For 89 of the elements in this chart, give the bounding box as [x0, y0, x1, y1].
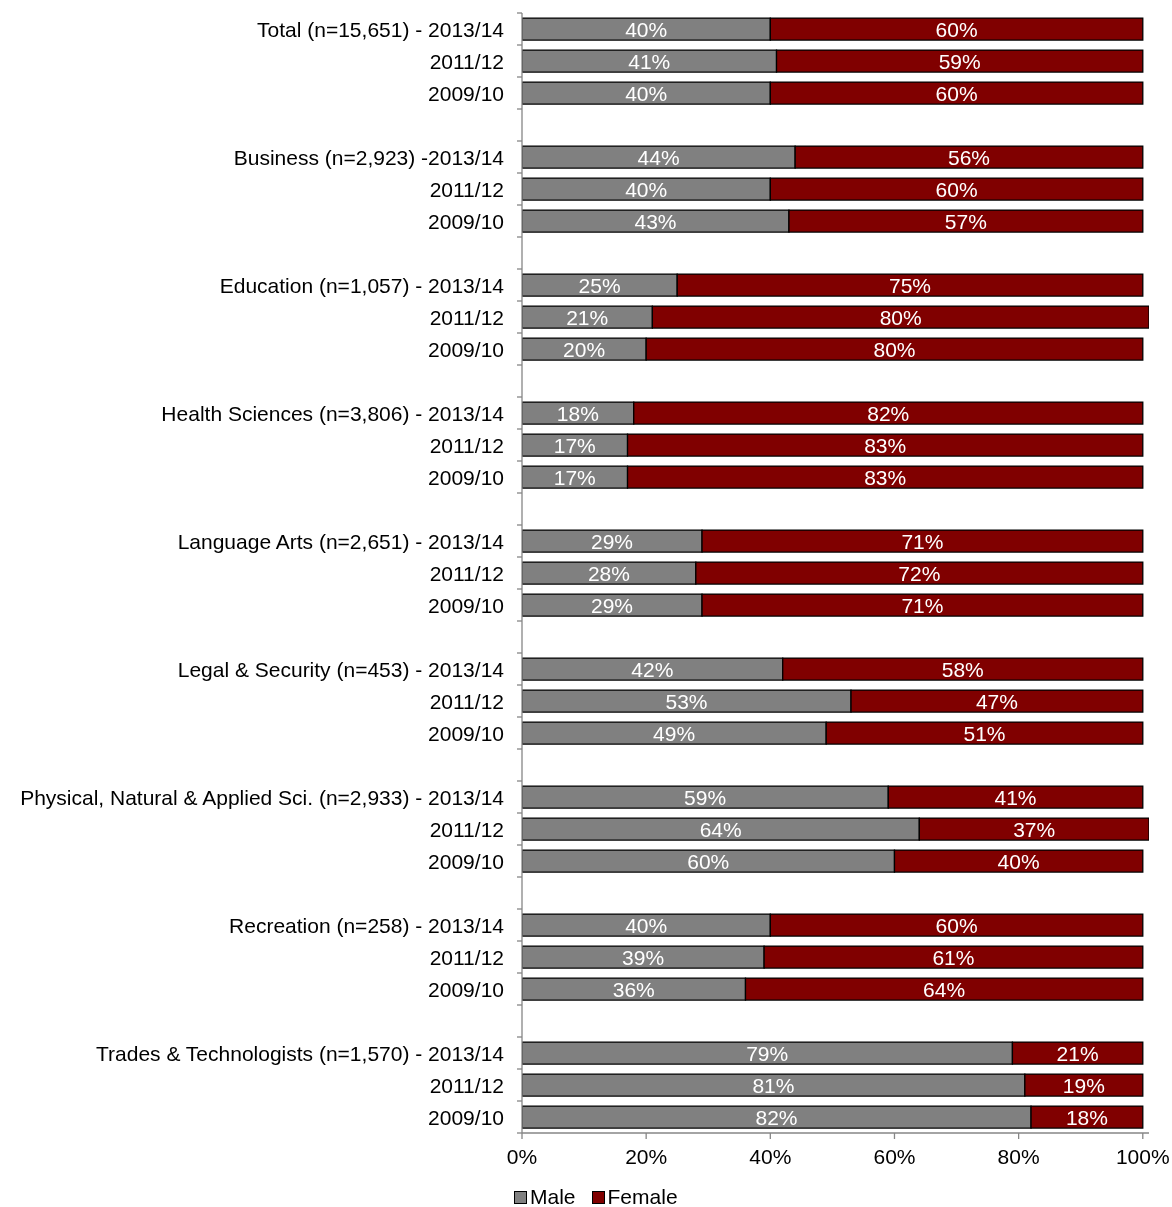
data-label: 20% [563, 337, 606, 361]
x-tick-label: 0% [506, 1144, 538, 1168]
y-tick-label: 2011/12 [429, 689, 504, 713]
data-label: 60% [935, 17, 978, 41]
y-tick-label: 2009/10 [428, 1105, 504, 1129]
x-tick-label: 40% [749, 1144, 792, 1168]
data-label: 47% [975, 689, 1018, 713]
data-label: 60% [935, 81, 978, 105]
y-tick-label: Health Sciences (n=3,806) - 2013/14 [161, 401, 505, 425]
data-label: 44% [637, 145, 680, 169]
legend-label: Female [607, 1185, 678, 1207]
data-label: 81% [752, 1073, 795, 1097]
data-label: 36% [612, 977, 655, 1001]
data-label: 75% [888, 273, 932, 297]
x-tick-label: 80% [997, 1144, 1040, 1168]
y-tick-label: 2009/10 [428, 849, 504, 873]
data-label: 57% [944, 209, 987, 233]
data-label: 79% [746, 1041, 789, 1065]
y-tick-label: Physical, Natural & Applied Sci. (n=2,933) - 2013/14 [20, 785, 505, 809]
y-tick-label: Language Arts (n=2,651) - 2013/14 [177, 529, 505, 553]
y-tick-label: 2011/12 [429, 817, 504, 841]
y-tick-label: 2009/10 [428, 337, 504, 361]
legend-label: Male [530, 1185, 576, 1207]
y-tick-label: Education (n=1,057) - 2013/14 [219, 273, 505, 297]
data-label: 83% [864, 433, 907, 457]
data-label: 29% [591, 529, 634, 553]
data-label: 60% [935, 177, 978, 201]
data-label: 72% [898, 561, 941, 585]
data-label: 40% [625, 913, 668, 937]
data-label: 40% [625, 81, 668, 105]
y-tick-label: 2009/10 [428, 81, 504, 105]
data-label: 40% [625, 177, 668, 201]
y-tick-label: Legal & Security (n=453) - 2013/14 [177, 657, 505, 681]
data-label: 25% [578, 273, 621, 297]
data-label: 59% [684, 785, 727, 809]
data-label: 64% [699, 817, 742, 841]
data-label: 17% [553, 433, 596, 457]
data-label: 41% [994, 785, 1037, 809]
data-label: 49% [653, 721, 696, 745]
x-tick-label: 100% [1115, 1144, 1170, 1168]
data-label: 82% [755, 1105, 798, 1129]
data-label: 18% [556, 401, 599, 425]
data-label: 59% [938, 49, 981, 73]
data-label: 29% [591, 593, 634, 617]
y-tick-label: 2011/12 [429, 945, 504, 969]
y-tick-label: 2011/12 [429, 1073, 504, 1097]
data-label: 83% [864, 465, 907, 489]
data-label: 60% [687, 849, 730, 873]
data-label: 71% [901, 593, 944, 617]
data-label: 19% [1062, 1073, 1105, 1097]
data-label: 80% [879, 305, 922, 329]
data-label: 82% [867, 401, 910, 425]
y-tick-label: 2011/12 [429, 305, 504, 329]
y-tick-label: Trades & Technologists (n=1,570) - 2013/14 [95, 1041, 505, 1065]
data-label: 41% [628, 49, 671, 73]
data-label: 17% [553, 465, 596, 489]
data-label: 28% [587, 561, 630, 585]
data-label: 64% [923, 977, 966, 1001]
y-tick-label: Total (n=15,651) - 2013/14 [257, 17, 505, 41]
y-tick-label: 2011/12 [429, 49, 504, 73]
data-label: 40% [997, 849, 1040, 873]
y-tick-label: Business (n=2,923) -2013/14 [233, 145, 505, 169]
x-tick-label: 60% [873, 1144, 916, 1168]
y-tick-label: 2011/12 [429, 561, 504, 585]
data-label: 21% [1056, 1041, 1099, 1065]
data-label: 51% [963, 721, 1006, 745]
data-label: 53% [665, 689, 708, 713]
y-tick-label: 2009/10 [428, 465, 504, 489]
y-tick-label: Recreation (n=258) - 2013/14 [229, 913, 505, 937]
data-label: 56% [947, 145, 990, 169]
y-tick-label: 2009/10 [428, 721, 504, 745]
data-label: 42% [631, 657, 674, 681]
data-label: 58% [941, 657, 984, 681]
y-tick-label: 2011/12 [429, 433, 504, 457]
data-label: 43% [634, 209, 677, 233]
data-label: 21% [566, 305, 609, 329]
y-tick-label: 2011/12 [429, 177, 504, 201]
data-label: 39% [622, 945, 665, 969]
y-tick-label: 2009/10 [428, 209, 504, 233]
data-label: 80% [873, 337, 916, 361]
data-label: 40% [625, 17, 668, 41]
x-tick-label: 20% [625, 1144, 668, 1168]
data-label: 61% [932, 945, 975, 969]
y-tick-label: 2009/10 [428, 593, 504, 617]
y-tick-label: 2009/10 [428, 977, 504, 1001]
data-label: 60% [935, 913, 978, 937]
data-label: 71% [901, 529, 944, 553]
data-label: 18% [1065, 1105, 1108, 1129]
data-label: 37% [1013, 817, 1056, 841]
